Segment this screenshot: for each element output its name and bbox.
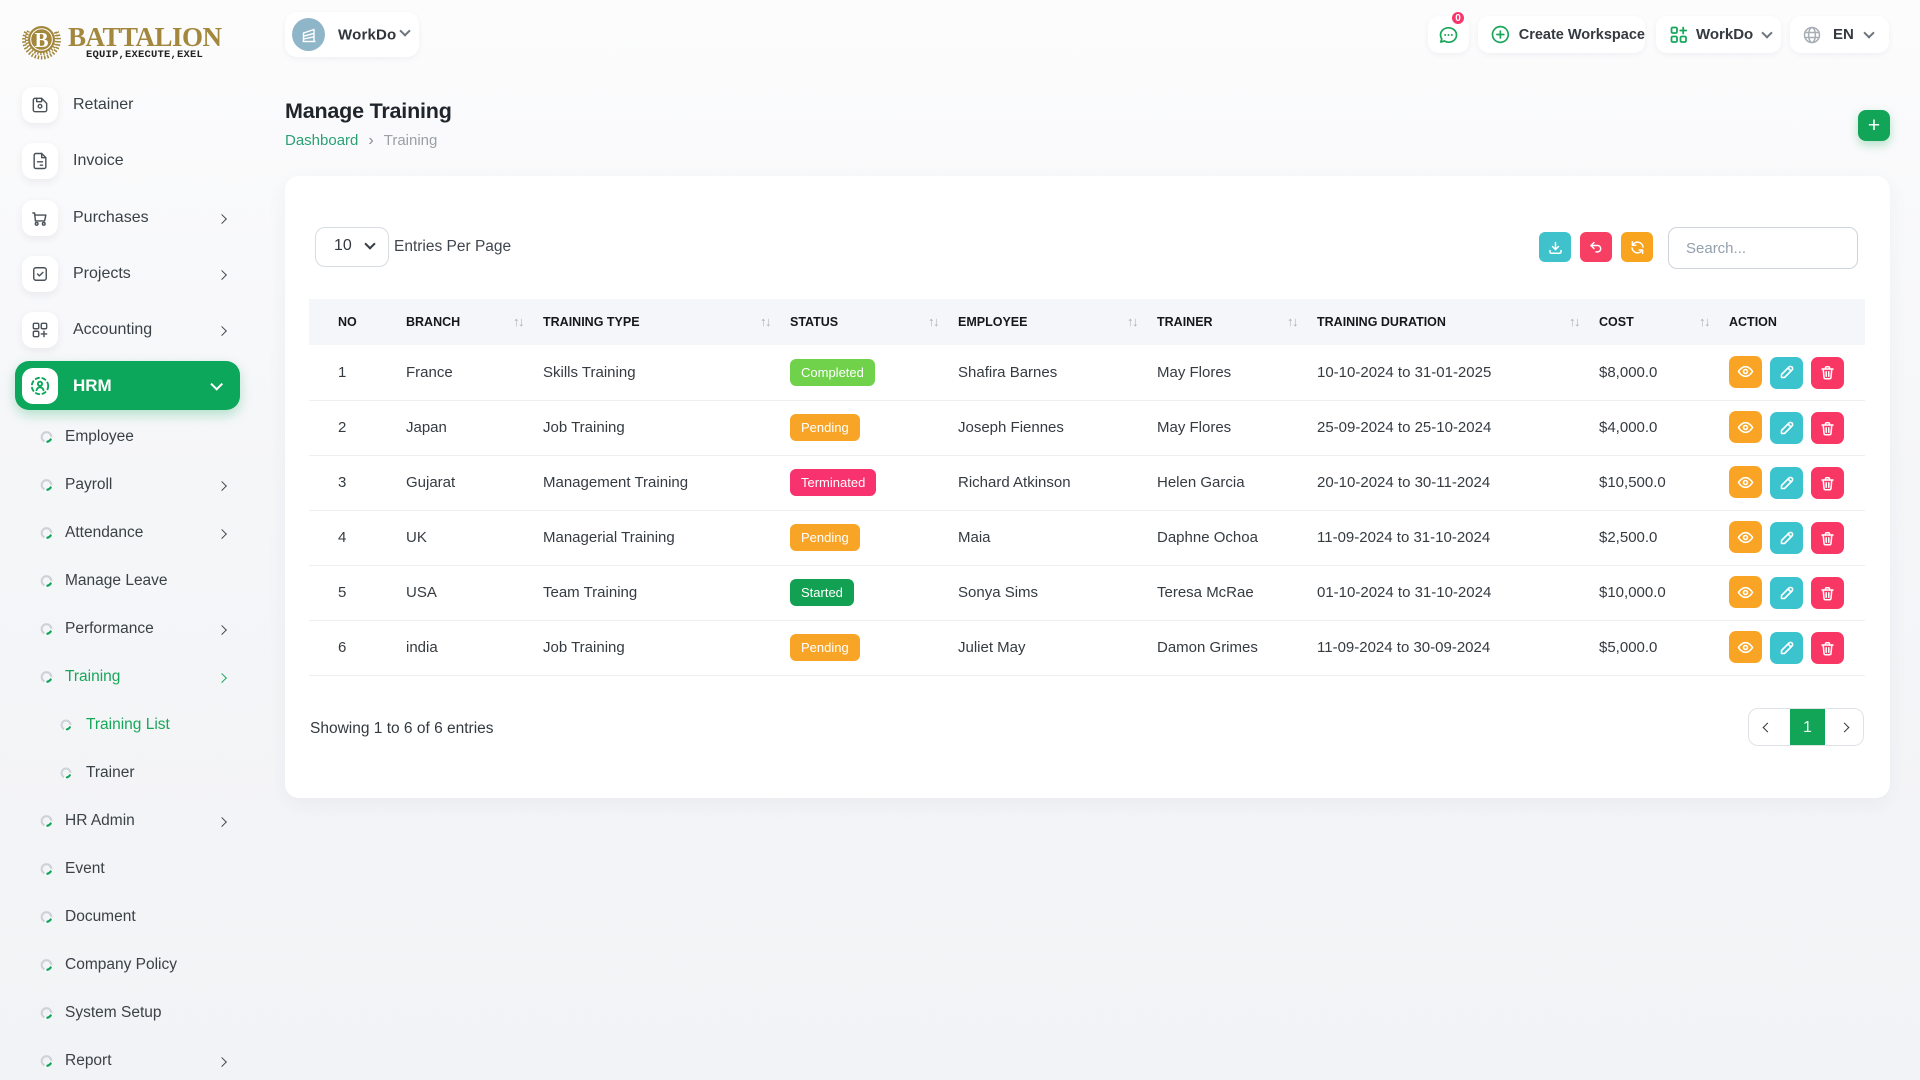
svg-text:B: B — [34, 28, 48, 52]
